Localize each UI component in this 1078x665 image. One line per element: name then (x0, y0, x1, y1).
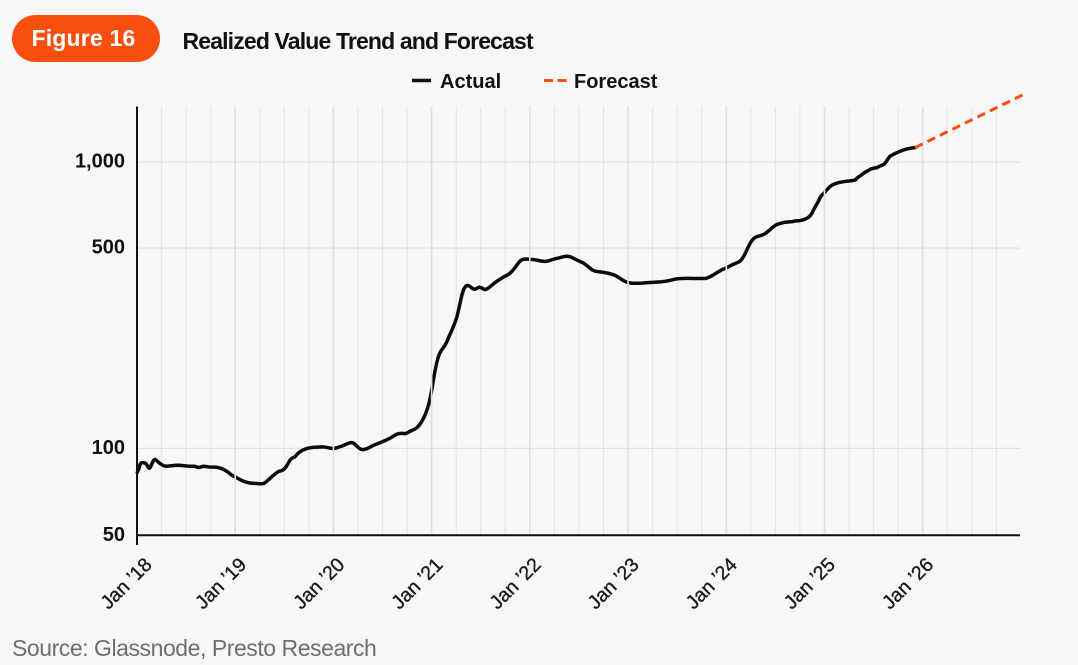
svg-text:Jan ’20: Jan ’20 (289, 554, 349, 614)
svg-text:Jan ’22: Jan ’22 (486, 554, 546, 614)
svg-text:Jan ’26: Jan ’26 (878, 554, 938, 614)
svg-text:100: 100 (92, 437, 125, 459)
svg-text:Jan ’19: Jan ’19 (191, 554, 251, 614)
svg-text:Jan ’25: Jan ’25 (780, 554, 840, 614)
svg-text:Jan ’18: Jan ’18 (97, 554, 157, 614)
svg-text:Jan ’21: Jan ’21 (387, 554, 447, 614)
svg-text:1,000: 1,000 (75, 151, 125, 173)
svg-text:500: 500 (92, 237, 125, 259)
svg-text:Forecast: Forecast (574, 71, 658, 93)
svg-text:50: 50 (103, 524, 125, 546)
svg-text:Actual: Actual (440, 71, 501, 93)
svg-text:Jan ’23: Jan ’23 (584, 554, 644, 614)
svg-text:Jan ’24: Jan ’24 (682, 554, 742, 614)
